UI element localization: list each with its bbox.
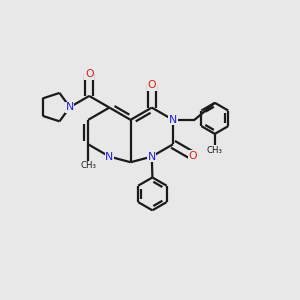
- Text: CH₃: CH₃: [80, 161, 96, 170]
- Text: CH₃: CH₃: [207, 146, 223, 155]
- Text: O: O: [85, 69, 94, 80]
- Text: N: N: [169, 115, 177, 125]
- Text: N: N: [148, 152, 156, 162]
- Text: O: O: [188, 151, 197, 160]
- Text: O: O: [148, 80, 156, 90]
- Text: N: N: [105, 152, 113, 162]
- Text: N: N: [66, 102, 74, 112]
